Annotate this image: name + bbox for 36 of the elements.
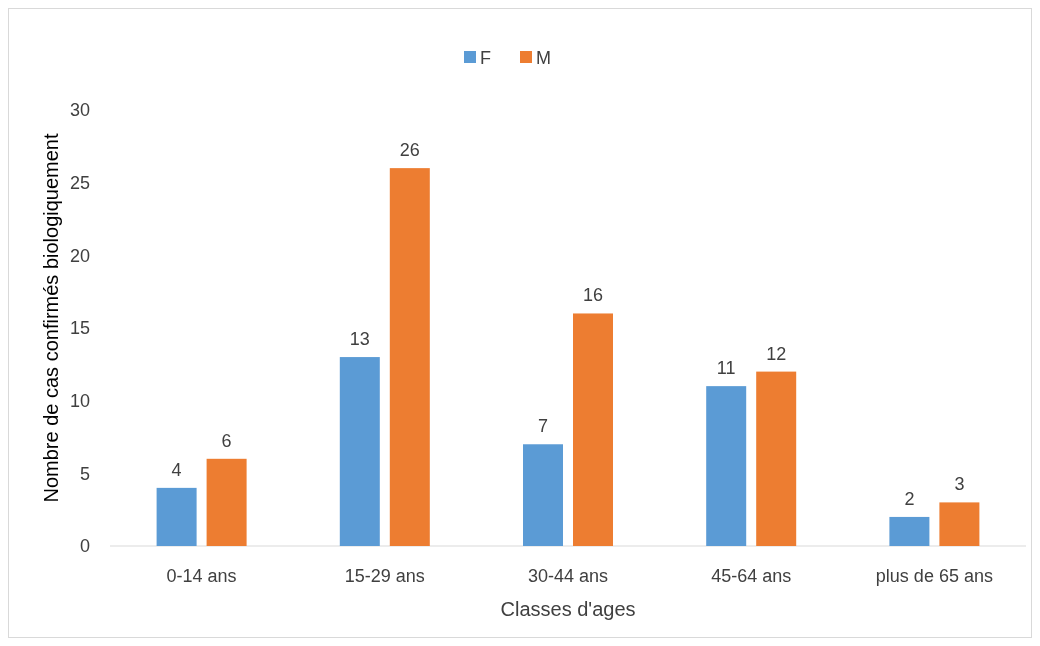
- data-label: 11: [716, 358, 736, 379]
- bar: [206, 458, 247, 546]
- x-tick-label: 30-44 ans: [527, 566, 609, 586]
- y-tick-label: 25: [69, 172, 90, 193]
- bar: [339, 357, 380, 546]
- bar: [706, 386, 747, 546]
- x-tick-label: 0-14 ans: [166, 566, 237, 586]
- data-label: 26: [399, 140, 420, 161]
- bar: [573, 313, 613, 546]
- y-tick-label: 0: [79, 536, 90, 557]
- bar: [523, 444, 563, 546]
- legend-label: M: [536, 48, 551, 69]
- x-tick-label: 15-29 ans: [344, 566, 425, 586]
- x-tick-label: plus de 65 ans: [875, 566, 993, 586]
- bar: [389, 168, 430, 546]
- data-label: 6: [221, 430, 232, 451]
- y-tick-label: 10: [69, 390, 90, 411]
- data-label: 4: [171, 459, 182, 480]
- data-label: 13: [349, 329, 370, 350]
- data-label: 2: [904, 488, 915, 509]
- y-tick-label: 5: [79, 463, 90, 484]
- legend-label: F: [480, 48, 491, 69]
- data-label: 7: [537, 416, 549, 437]
- x-axis-title: Classes d'ages: [500, 598, 636, 620]
- bar: [156, 487, 197, 546]
- data-label: 3: [954, 474, 965, 495]
- y-tick-label: 30: [69, 100, 90, 121]
- y-tick-label: 20: [69, 245, 90, 266]
- bar: [939, 502, 980, 546]
- y-tick-label: 15: [69, 318, 90, 339]
- x-tick-label: 45-64 ans: [711, 566, 792, 586]
- bar: [889, 516, 930, 546]
- data-label: 16: [582, 285, 604, 306]
- bar: [756, 371, 797, 546]
- y-axis-title: Nombre de cas confirmés biologiquement: [40, 133, 62, 503]
- data-label: 12: [766, 343, 787, 364]
